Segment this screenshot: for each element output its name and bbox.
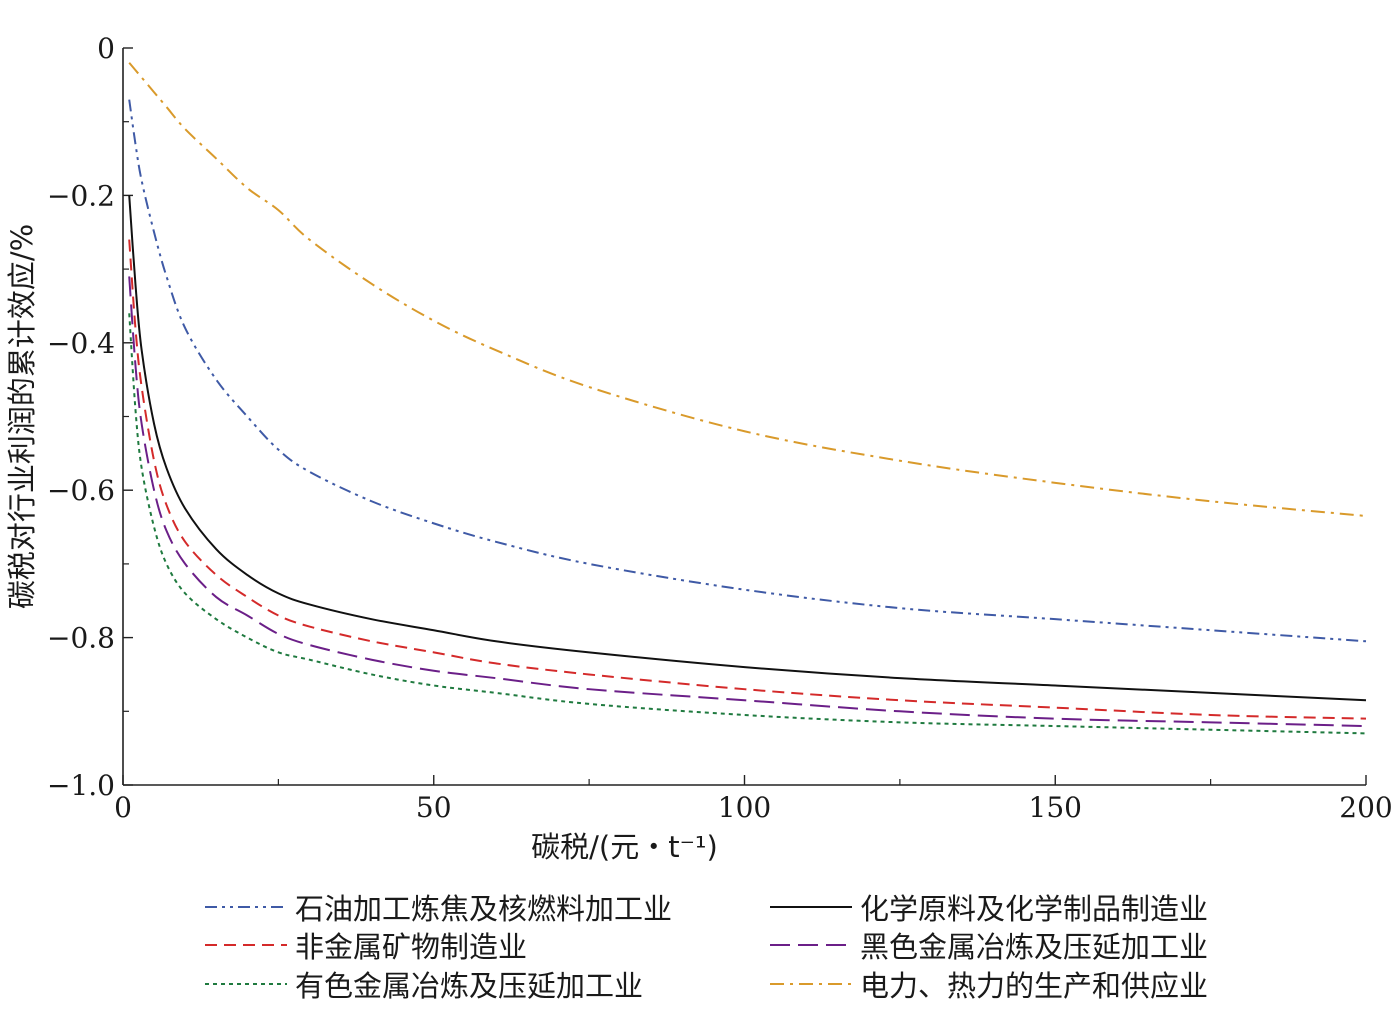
legend-label: 黑色金属冶炼及压延加工业 — [860, 930, 1209, 964]
series-line-1 — [128, 99, 1367, 643]
y-tick-label: −0.6 — [47, 474, 115, 507]
legend-item: 黑色金属冶炼及压延加工业 — [770, 926, 1208, 964]
x-axis-label: 碳税/(元・t⁻¹) — [531, 830, 718, 864]
legend-swatch — [770, 906, 852, 908]
series-line-3 — [128, 239, 1367, 720]
legend-label: 非金属矿物制造业 — [295, 930, 528, 964]
chart-plot-area: 0−0.2−0.4−0.6−0.8−1.00 50 100 150 200碳税/(元・t… — [5, 32, 1391, 864]
legend-item: 电力、热力的生产和供应业 — [770, 965, 1208, 1003]
legend-item: 有色金属冶炼及压延加工业 — [205, 965, 643, 1003]
legend: 石油加工炼焦及核燃料加工业 化学原料及化学制品制造业非金属矿物制造业 黑色金属冶炼及… — [205, 888, 1305, 1018]
x-tick-label: 150 — [1029, 791, 1082, 824]
legend-label: 有色金属冶炼及压延加工业 — [295, 969, 644, 1003]
legend-swatch — [770, 983, 852, 985]
series-line-4 — [128, 276, 1367, 728]
y-tick-label: −0.8 — [47, 622, 115, 655]
legend-label: 电力、热力的生产和供应业 — [860, 969, 1209, 1003]
x-tick-label: 100 — [718, 791, 771, 824]
legend-label: 石油加工炼焦及核燃料加工业 — [295, 892, 673, 926]
y-tick-label: −1.0 — [47, 769, 115, 802]
legend-item: 化学原料及化学制品制造业 — [770, 888, 1208, 926]
y-tick-label: −0.2 — [47, 179, 115, 212]
y-tick-label: −0.4 — [47, 327, 115, 360]
y-tick-label: 0 — [97, 32, 115, 65]
series-line-5 — [128, 313, 1367, 735]
legend-swatch — [205, 906, 287, 908]
legend-swatch — [205, 944, 287, 946]
x-tick-label: 0 — [114, 791, 132, 824]
y-axis-label: 碳税对行业利润的累计效应/% — [5, 224, 39, 609]
series-line-2 — [128, 195, 1367, 702]
series-line-6 — [128, 62, 1367, 517]
legend-label: 化学原料及化学制品制造业 — [860, 892, 1209, 926]
x-tick-label: 50 — [416, 791, 452, 824]
legend-swatch — [205, 983, 287, 985]
legend-item: 石油加工炼焦及核燃料加工业 — [205, 888, 672, 926]
legend-swatch — [770, 944, 852, 946]
x-tick-label: 200 — [1339, 791, 1391, 824]
legend-item: 非金属矿物制造业 — [205, 926, 527, 964]
